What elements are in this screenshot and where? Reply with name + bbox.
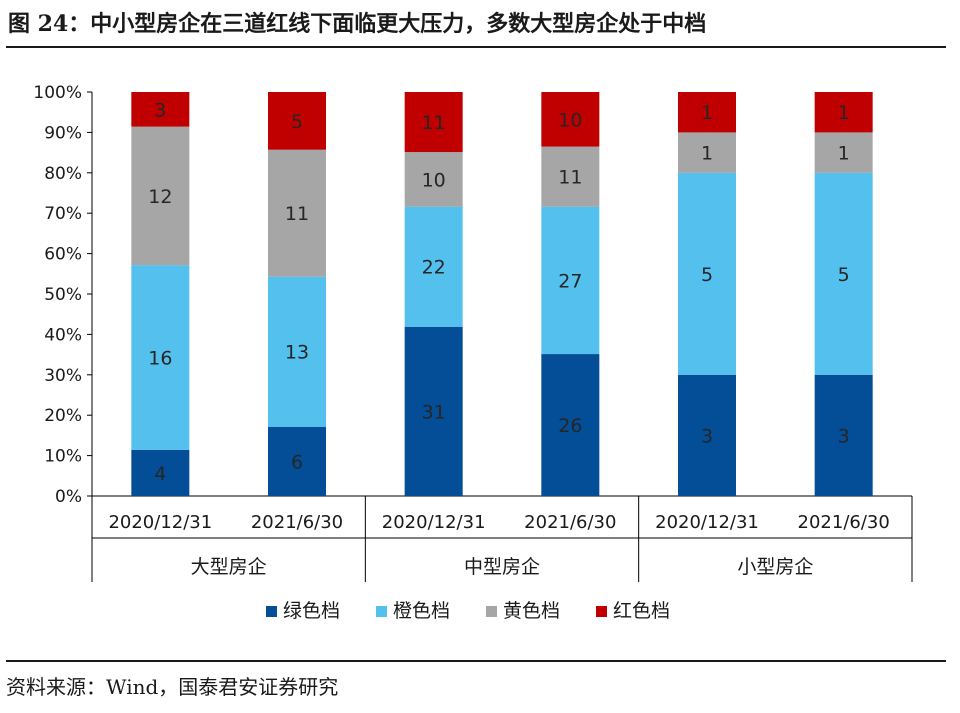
bar-segment <box>814 172 873 375</box>
x-tick-label: 2021/6/30 <box>251 512 343 533</box>
bar-value-label: 13 <box>285 342 309 364</box>
x-tick-label: 2020/12/31 <box>382 512 486 533</box>
legend-swatch <box>266 606 277 617</box>
legend-swatch <box>596 606 607 617</box>
legend-swatch <box>486 606 497 617</box>
bar-value-label: 11 <box>285 203 309 225</box>
bar-value-label: 3 <box>154 99 166 121</box>
bar-segment <box>678 172 736 375</box>
bar-segment <box>541 146 600 207</box>
x-tick-label: 2021/6/30 <box>798 512 890 533</box>
source-divider <box>6 660 946 662</box>
legend-label: 黄色档 <box>503 600 560 622</box>
source-note: 资料来源：Wind，国泰君安证券研究 <box>6 675 339 699</box>
bar-segment <box>268 276 326 427</box>
figure-title: 图 24：中小型房企在三道红线下面临更大压力，多数大型房企处于中档 <box>8 11 707 37</box>
bar-value-label: 5 <box>838 264 850 286</box>
y-tick-label: 20% <box>44 406 82 426</box>
bar-segment <box>268 426 326 496</box>
bar-segment <box>404 206 463 327</box>
bar-segment <box>541 354 600 496</box>
bar-value-label: 11 <box>558 167 582 189</box>
stacked-bar-chart: 0%10%20%30%40%50%60%70%80%90%100%4161232… <box>33 83 913 622</box>
legend-label: 红色档 <box>613 600 670 622</box>
bar-value-label: 5 <box>291 111 303 133</box>
bar-segment <box>814 132 873 173</box>
bar-value-label: 5 <box>701 264 713 286</box>
legend-swatch <box>376 606 387 617</box>
bar-value-label: 31 <box>422 401 446 423</box>
group-label: 小型房企 <box>737 556 813 578</box>
bar-segment <box>541 92 600 147</box>
bar-value-label: 1 <box>838 143 850 165</box>
group-label: 中型房企 <box>464 556 540 578</box>
y-tick-label: 60% <box>44 245 82 265</box>
bar-value-label: 26 <box>558 415 582 437</box>
bar-segment <box>268 92 326 150</box>
bar-segment <box>678 92 736 133</box>
y-tick-label: 40% <box>44 325 82 345</box>
x-tick-label: 2021/6/30 <box>524 512 616 533</box>
y-tick-label: 80% <box>44 164 82 184</box>
bar-segment <box>131 449 190 496</box>
bar-value-label: 27 <box>558 270 582 292</box>
bar-segment <box>131 92 190 127</box>
bar-value-label: 1 <box>701 102 713 124</box>
bar-value-label: 6 <box>291 451 303 473</box>
bar-segment <box>404 326 463 496</box>
bar-value-label: 12 <box>148 186 172 208</box>
y-tick-label: 10% <box>44 447 82 467</box>
bar-value-label: 16 <box>148 347 172 369</box>
y-tick-label: 100% <box>33 83 82 103</box>
group-label: 大型房企 <box>191 556 267 578</box>
y-tick-label: 30% <box>44 366 82 386</box>
bar-value-label: 4 <box>154 463 166 485</box>
bar-value-label: 3 <box>701 425 713 447</box>
bar-value-label: 11 <box>422 112 446 134</box>
bar-value-label: 10 <box>558 109 582 131</box>
bar-value-label: 1 <box>701 143 713 165</box>
bar-value-label: 22 <box>422 257 446 279</box>
y-tick-label: 0% <box>55 487 82 507</box>
bar-segment <box>268 149 326 277</box>
y-tick-label: 70% <box>44 204 82 224</box>
legend-label: 绿色档 <box>283 600 340 622</box>
bar-value-label: 1 <box>838 102 850 124</box>
bar-segment <box>541 206 600 355</box>
bar-segment <box>678 374 736 496</box>
bar-value-label: 10 <box>422 169 446 191</box>
y-tick-label: 50% <box>44 285 82 305</box>
bar-segment <box>814 92 873 133</box>
x-tick-label: 2020/12/31 <box>655 512 759 533</box>
legend-label: 橙色档 <box>393 600 450 622</box>
bar-segment <box>678 132 736 173</box>
bar-segment <box>404 92 463 153</box>
bar-segment <box>131 265 190 450</box>
bar-segment <box>404 152 463 207</box>
bar-value-label: 3 <box>838 425 850 447</box>
bar-segment <box>131 126 190 266</box>
x-tick-label: 2020/12/31 <box>108 512 212 533</box>
title-divider <box>6 46 946 48</box>
y-tick-label: 90% <box>44 123 82 143</box>
bar-segment <box>814 374 873 496</box>
